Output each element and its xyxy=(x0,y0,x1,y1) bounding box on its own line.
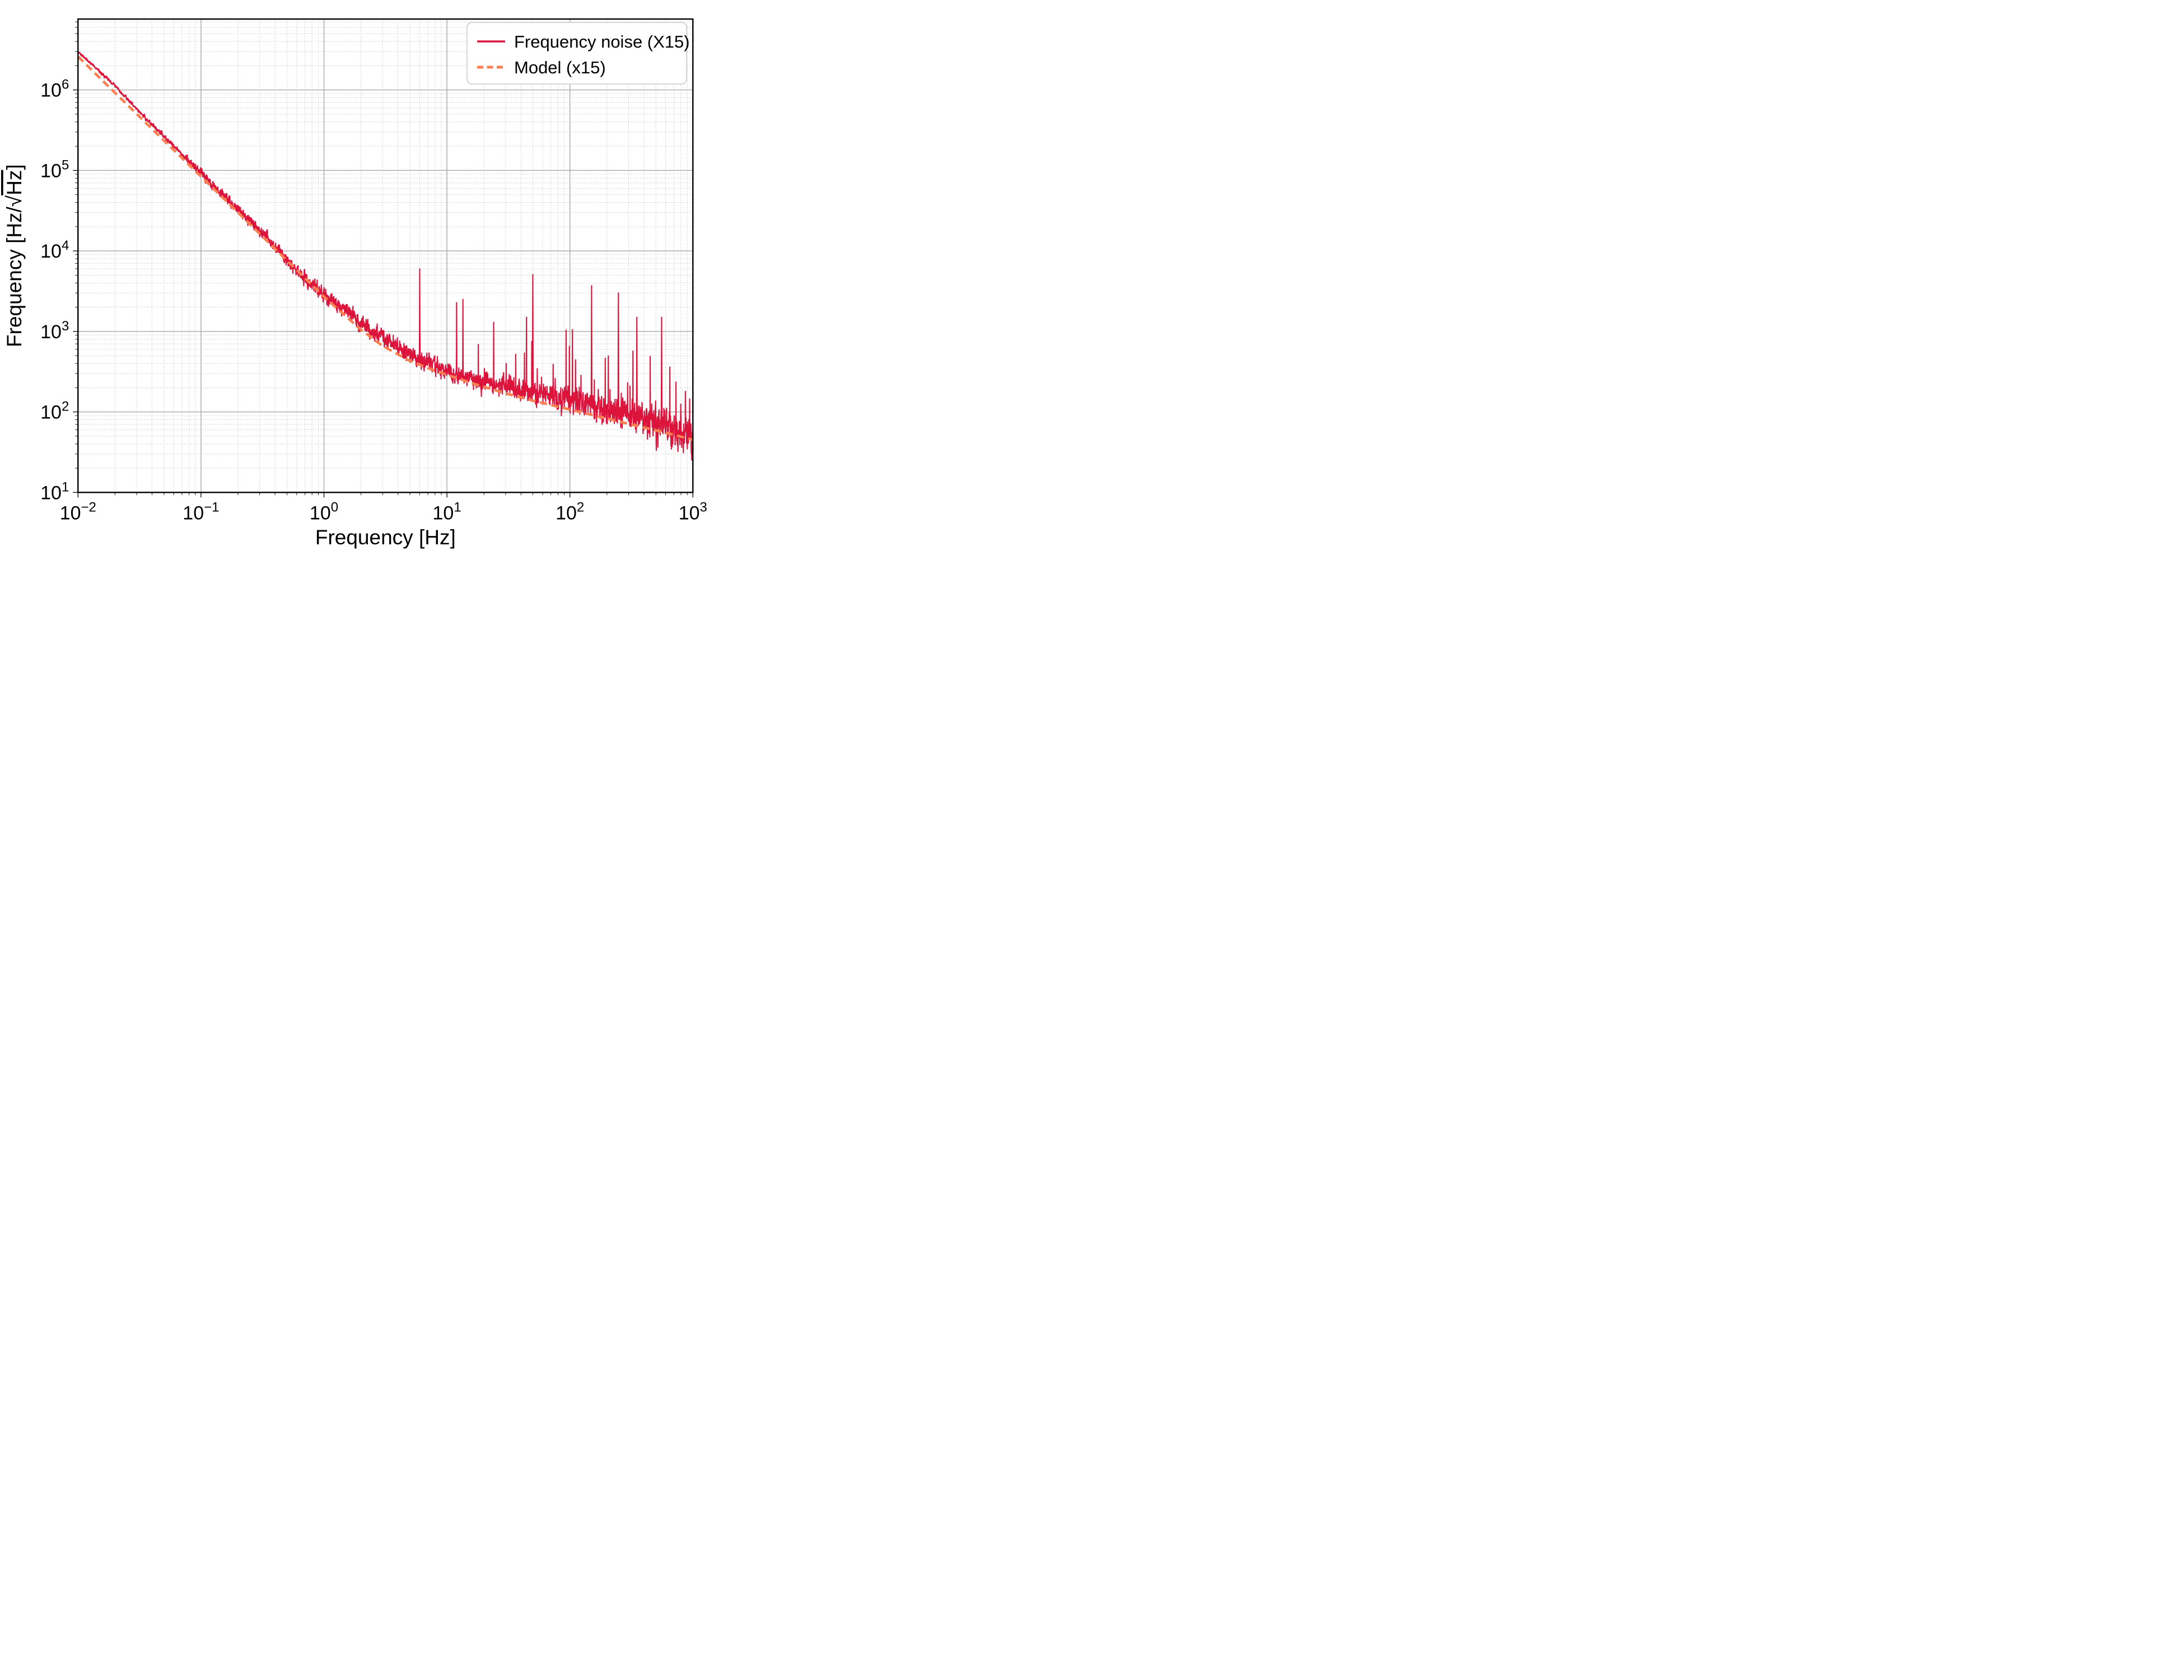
axis-ticks xyxy=(73,21,693,498)
x-tick-label: 10−2 xyxy=(60,500,96,524)
x-tick-label: 102 xyxy=(556,500,584,524)
y-tick-label: 105 xyxy=(40,157,69,181)
figure-canvas: 10−2 10−1 100 101 102 103 101 102 103 104 105 106 Fr… xyxy=(0,0,728,560)
y-tick-labels: 101 102 103 104 105 106 xyxy=(40,77,69,504)
legend-item-model: Model (x15) xyxy=(477,58,606,77)
y-tick-label: 101 xyxy=(40,479,69,503)
y-tick-label: 106 xyxy=(40,77,69,101)
grid-major xyxy=(77,19,694,493)
y-tick-label: 102 xyxy=(40,399,69,423)
x-axis-label: Frequency [Hz] xyxy=(315,526,456,549)
y-tick-label: 103 xyxy=(40,319,69,343)
legend-item-noise: Frequency noise (X15) xyxy=(477,32,690,52)
legend-label: Model (x15) xyxy=(514,58,606,77)
y-tick-label: 104 xyxy=(40,238,69,262)
x-tick-label: 101 xyxy=(433,500,461,524)
x-tick-label: 10−1 xyxy=(183,500,219,524)
y-axis-label: Frequency [Hz/√Hz] xyxy=(3,164,26,347)
legend: Frequency noise (X15) Model (x15) xyxy=(466,22,690,85)
x-tick-label: 103 xyxy=(679,500,707,524)
x-tick-labels: 10−2 10−1 100 101 102 103 xyxy=(60,500,707,524)
model-curve xyxy=(78,55,693,441)
frequency-noise-plot: 10−2 10−1 100 101 102 103 101 102 103 104 105 106 Fr… xyxy=(0,0,728,560)
legend-label: Frequency noise (X15) xyxy=(514,32,690,52)
noise-curve xyxy=(78,51,693,461)
legend-box xyxy=(466,22,687,85)
plot-frame xyxy=(77,18,694,493)
x-tick-label: 100 xyxy=(310,500,338,524)
